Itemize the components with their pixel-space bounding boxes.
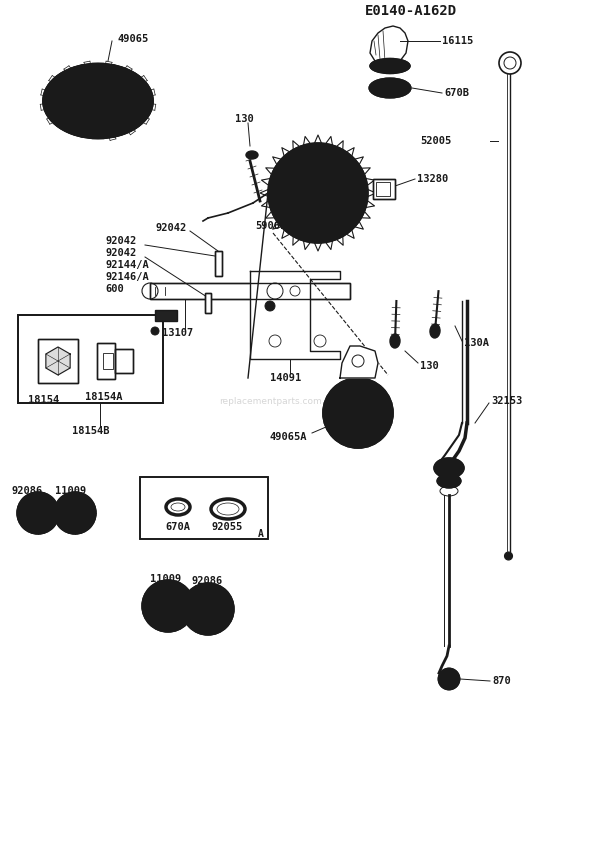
- Ellipse shape: [370, 79, 410, 97]
- Bar: [373, 179, 395, 199]
- Circle shape: [142, 580, 194, 632]
- Bar: [215, 251, 222, 276]
- Ellipse shape: [370, 59, 410, 73]
- Bar: [373, 179, 395, 199]
- Text: 11009: 11009: [55, 486, 86, 496]
- Text: 870: 870: [492, 676, 511, 686]
- Bar: [140, 477, 268, 539]
- Bar: [215, 251, 222, 276]
- Circle shape: [323, 378, 393, 448]
- Ellipse shape: [430, 324, 440, 338]
- Bar: [38, 339, 78, 383]
- Text: 92086: 92086: [192, 576, 223, 586]
- Text: 32153: 32153: [491, 396, 522, 406]
- Circle shape: [54, 492, 96, 534]
- Text: 49065A: 49065A: [270, 432, 307, 442]
- Text: 52005: 52005: [420, 136, 451, 146]
- Text: 130: 130: [235, 114, 254, 124]
- Text: replacementparts.com: replacementparts.com: [219, 397, 322, 406]
- Bar: [155, 310, 177, 321]
- Ellipse shape: [246, 151, 258, 159]
- Text: 92042: 92042: [105, 236, 136, 246]
- Text: 18154A: 18154A: [85, 392, 123, 402]
- Text: 16115: 16115: [442, 36, 473, 46]
- Circle shape: [439, 669, 459, 689]
- Bar: [205, 293, 211, 313]
- Bar: [150, 283, 350, 299]
- Text: 11009: 11009: [150, 574, 181, 584]
- Polygon shape: [370, 26, 408, 61]
- Circle shape: [265, 301, 275, 311]
- Text: 92042: 92042: [155, 223, 186, 233]
- Text: E0140-A162D: E0140-A162D: [365, 4, 457, 18]
- Bar: [38, 339, 78, 383]
- Text: 18154: 18154: [28, 395, 59, 405]
- Bar: [97, 343, 115, 379]
- Bar: [205, 293, 211, 313]
- Polygon shape: [340, 346, 378, 378]
- Ellipse shape: [437, 474, 461, 488]
- Bar: [103, 353, 113, 369]
- Text: 14091: 14091: [270, 373, 301, 383]
- Bar: [376, 182, 390, 196]
- Circle shape: [17, 492, 59, 534]
- Text: 92086: 92086: [12, 486, 43, 496]
- Polygon shape: [250, 271, 340, 359]
- Bar: [18, 315, 163, 403]
- Polygon shape: [46, 347, 70, 375]
- Circle shape: [182, 583, 234, 635]
- Bar: [150, 283, 350, 299]
- Bar: [140, 477, 268, 539]
- Text: 13107: 13107: [162, 328, 194, 338]
- Text: 130A: 130A: [464, 338, 489, 348]
- Text: 600: 600: [105, 284, 124, 294]
- Circle shape: [352, 407, 364, 419]
- Text: 18154B: 18154B: [72, 426, 110, 436]
- Circle shape: [151, 327, 159, 335]
- Text: 92144/A: 92144/A: [105, 260, 149, 270]
- Ellipse shape: [43, 64, 153, 139]
- Text: 670B: 670B: [444, 88, 469, 98]
- Ellipse shape: [390, 334, 400, 348]
- Circle shape: [268, 143, 368, 243]
- Text: 59061: 59061: [255, 221, 286, 231]
- Text: 92146/A: 92146/A: [105, 272, 149, 282]
- Text: 92042: 92042: [105, 248, 136, 258]
- Bar: [97, 343, 115, 379]
- Circle shape: [504, 552, 513, 560]
- Bar: [18, 315, 163, 403]
- Text: A: A: [258, 529, 264, 539]
- Text: 49065: 49065: [118, 34, 149, 44]
- Bar: [115, 349, 133, 373]
- Bar: [115, 349, 133, 373]
- Text: 92055: 92055: [212, 522, 243, 532]
- Text: 670A: 670A: [165, 522, 190, 532]
- Circle shape: [290, 165, 346, 221]
- Ellipse shape: [434, 458, 464, 478]
- Text: 130: 130: [420, 361, 439, 371]
- Text: 13280: 13280: [417, 174, 448, 184]
